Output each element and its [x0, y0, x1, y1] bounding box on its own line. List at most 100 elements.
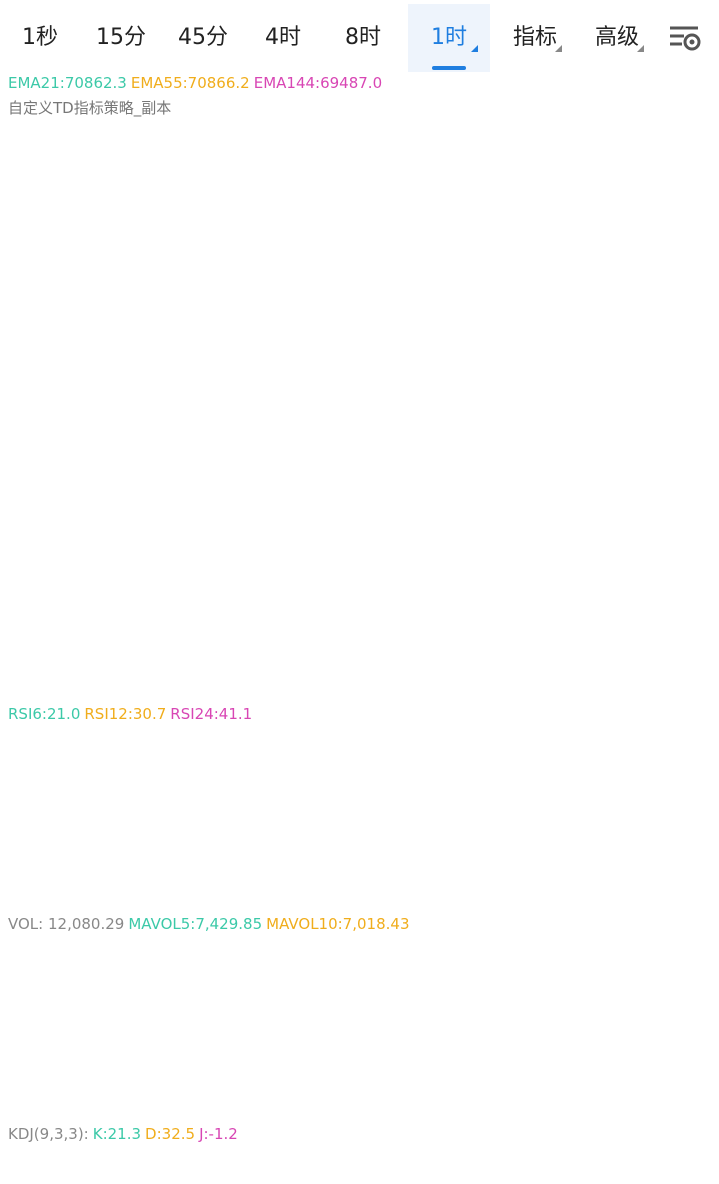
candle-body: [115, 253, 123, 270]
mavol10-legend: MAVOL10:7,018.43: [266, 915, 410, 933]
candle-body: [472, 412, 481, 429]
volume-bar: [294, 1066, 302, 1113]
high-price-label: 74046.5: [90, 129, 156, 148]
rsi-band: [0, 780, 608, 871]
volume-bar: [8, 1003, 16, 1113]
candle-body: [532, 420, 540, 445]
candle-body: [8, 189, 16, 198]
volume-current-tag: [610, 1033, 719, 1060]
price-axis-label: 69000: [639, 531, 690, 550]
rsi-axis-label: 60: [654, 794, 674, 813]
price-axis-label: 73000: [639, 213, 690, 232]
main-legend: EMA21:70862.3 EMA55:70866.2 EMA144:69487.0: [8, 74, 390, 92]
volume-bar: [258, 1026, 266, 1113]
candle-body: [246, 229, 254, 234]
date-axis-label: 3月5: [0, 674, 32, 693]
date-axis-label: 3月6: [286, 674, 322, 693]
tab-6[interactable]: 1时: [408, 4, 490, 72]
candle-body: [389, 381, 397, 389]
candle-body: [306, 377, 314, 405]
tab-7[interactable]: 指标: [496, 4, 574, 72]
rsi24-line: [0, 774, 549, 847]
price-axis-label: 72500: [639, 252, 690, 271]
vol-legend: VOL: 12,080.29: [8, 915, 125, 933]
mavol10-line: [0, 996, 549, 1086]
rsi24-legend: RSI24:41.1: [170, 705, 253, 723]
candle-body: [544, 448, 552, 483]
price-axis-label: 73500: [639, 173, 690, 192]
volume-bar: [341, 1089, 350, 1113]
volume-bar: [270, 962, 278, 1113]
kdj-j-line: [415, 1163, 451, 1184]
candle-body: [186, 277, 195, 306]
kdj-title: KDJ(9,3,3):: [8, 1125, 89, 1143]
volume-bar: [222, 1059, 231, 1113]
price-axis-label: 72000: [639, 292, 690, 311]
candle-body: [401, 361, 409, 386]
kdj-d-line: [0, 1159, 91, 1184]
current-price-tag: [621, 470, 719, 496]
candle-body: [127, 269, 135, 274]
volume-bar: [79, 1071, 88, 1113]
volume-bar: [55, 1066, 64, 1113]
volume-bar: [425, 1091, 433, 1113]
kdj-k-legend: K:21.3: [92, 1125, 142, 1143]
tab-label: 8时: [345, 25, 381, 50]
candle-body: [413, 361, 421, 374]
ema21-line: [0, 268, 549, 462]
candle-body: [139, 265, 147, 270]
volume-bar: [282, 1018, 290, 1113]
tab-1[interactable]: 1秒: [8, 4, 72, 72]
rsi-axis-label: 80: [654, 748, 674, 767]
collapse-panel-button[interactable]: K: [653, 705, 675, 727]
tab-label: 45分: [178, 25, 228, 50]
ema55-legend: EMA55:70866.2: [130, 74, 250, 92]
volume-bar: [520, 1085, 528, 1113]
volume-bar: [198, 1083, 207, 1113]
tab-label: 15分: [96, 25, 146, 50]
candle-body: [151, 241, 159, 266]
low-price-label: 69666.0: [440, 478, 506, 497]
tab-3[interactable]: 45分: [168, 4, 238, 72]
candle-body: [460, 412, 469, 425]
volume-bar: [544, 1046, 552, 1113]
volume-bar: [20, 1006, 28, 1113]
volume-legend: VOL: 12,080.29 MAVOL5:7,429.85 MAVOL10:7,0…: [8, 915, 417, 933]
kdj-j-legend: J:-1.2: [199, 1125, 238, 1143]
reset-zoom-icon: [37, 602, 67, 632]
tab-5[interactable]: 8时: [328, 4, 398, 72]
tab-8[interactable]: 高级: [578, 4, 656, 72]
volume-bar: [472, 1079, 481, 1113]
price-axis-label: 71000: [639, 372, 690, 391]
candle-body: [437, 369, 445, 386]
volume-bar: [163, 1090, 171, 1113]
volume-bar: [43, 1017, 52, 1113]
tab-4[interactable]: 4时: [248, 4, 318, 72]
volume-bar: [353, 1083, 362, 1113]
date-axis-label: 3月7: [578, 674, 614, 693]
kdj-k-line: [0, 1157, 81, 1184]
volume-bar: [115, 1082, 123, 1113]
candle-body: [353, 361, 362, 374]
chart-settings-button[interactable]: [664, 20, 704, 56]
volume-bar: [32, 1019, 40, 1113]
candle-body: [425, 365, 433, 374]
tab-label: 1秒: [22, 25, 58, 50]
volume-bar: [496, 1073, 505, 1113]
volume-bar: [175, 1092, 183, 1113]
price-axis-label: 68000: [639, 611, 690, 630]
volume-bar: [67, 1070, 76, 1113]
collapse-icon: [653, 705, 675, 727]
candle-body: [484, 377, 493, 413]
candle-body: [508, 396, 516, 413]
arrows-icon: [44, 609, 60, 625]
volume-bar: [127, 1078, 135, 1113]
reset-zoom-badge[interactable]: [37, 602, 67, 632]
tab-2[interactable]: 15分: [88, 4, 154, 72]
volume-bar: [151, 1082, 159, 1113]
candle-body: [496, 377, 505, 397]
candle-body: [377, 365, 385, 386]
volume-current-label: 12080.3: [631, 1038, 697, 1057]
candle-body: [258, 229, 266, 266]
